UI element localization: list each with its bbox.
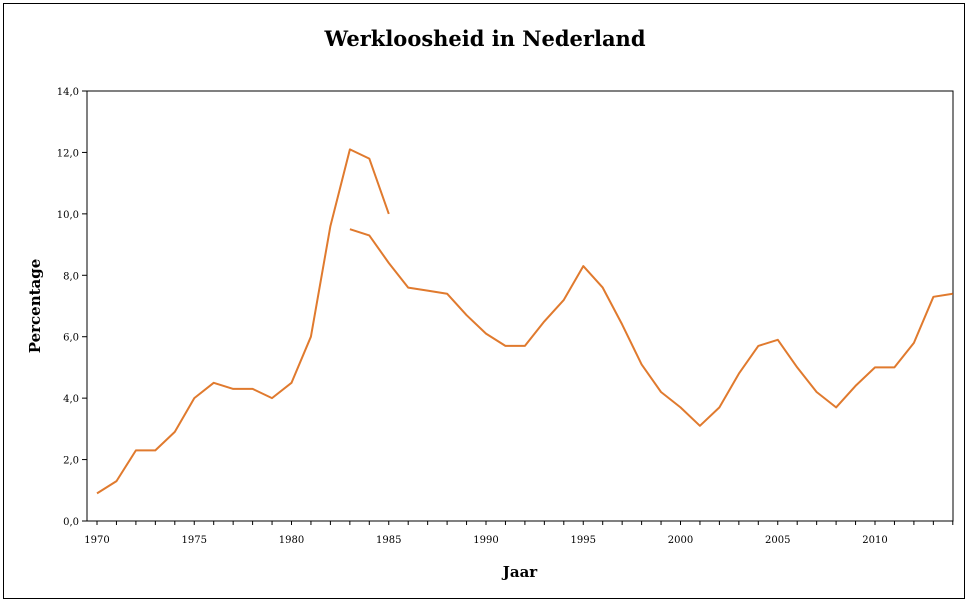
- y-tick-label: 4,0: [63, 394, 79, 405]
- x-tick-label: 1970: [84, 535, 109, 546]
- x-axis-label: Jaar: [501, 563, 539, 581]
- series-line-2: [349, 228, 953, 427]
- y-tick-label: 8,0: [63, 271, 79, 282]
- x-tick-label: 1990: [473, 535, 498, 546]
- y-tick-label: 14,0: [57, 87, 79, 98]
- x-tick-label: 2010: [862, 535, 887, 546]
- x-tick-label: 1995: [571, 535, 596, 546]
- x-axis: 1970 1975 1980 1985 1990 1995 2000 2005 2010: [84, 521, 954, 546]
- y-tick-label: 12,0: [57, 148, 79, 159]
- y-axis-label: Percentage: [26, 259, 44, 354]
- x-tick-label: 1985: [376, 535, 401, 546]
- x-tick-label: 2005: [765, 535, 790, 546]
- plot-area: [86, 90, 954, 522]
- x-tick-label: 2000: [668, 535, 693, 546]
- chart-title: Werkloosheid in Nederland: [323, 26, 645, 51]
- y-tick-label: 10,0: [57, 210, 79, 221]
- series-line-1: [96, 148, 390, 495]
- y-tick-label: 6,0: [63, 333, 79, 344]
- y-axis: 0,0 2,0 4,0 6,0 8,0 10,0 12,0 14,0: [57, 87, 87, 528]
- x-tick-label: 1980: [279, 535, 304, 546]
- series-group: [96, 148, 953, 495]
- chart-frame: [3, 3, 965, 599]
- x-tick-label: 1975: [182, 535, 207, 546]
- y-tick-label: 0,0: [63, 517, 79, 528]
- y-tick-label: 2,0: [63, 456, 79, 467]
